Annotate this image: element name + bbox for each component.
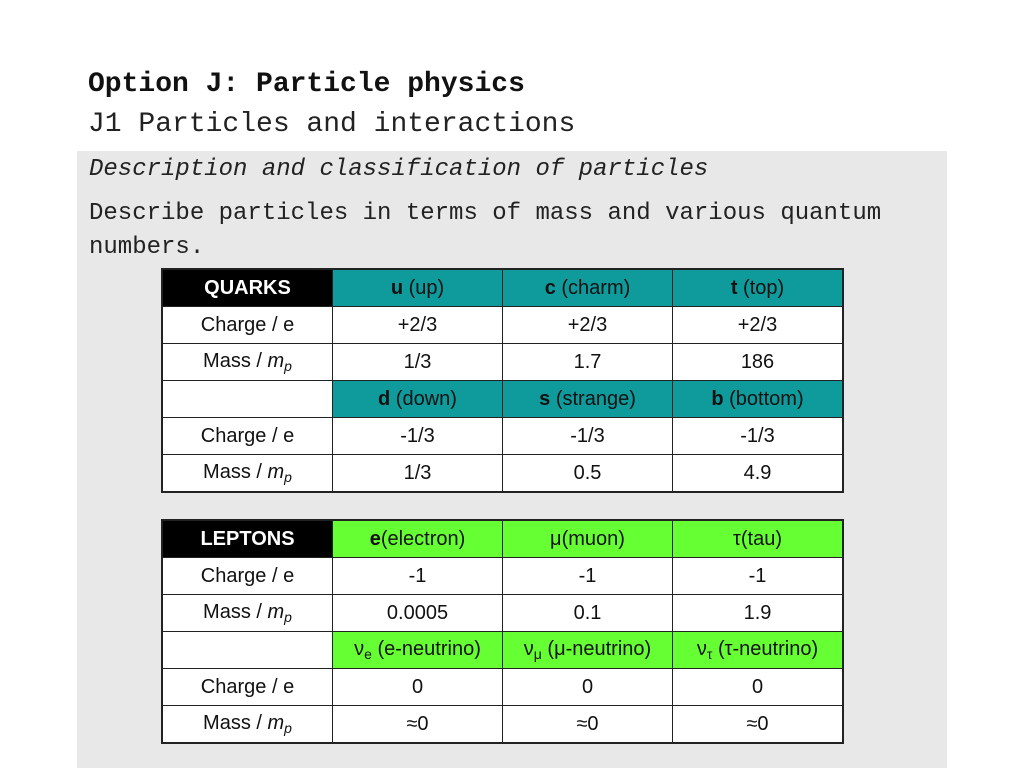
- particle-subscript: e: [364, 646, 372, 662]
- table-row: Charge / e -1/3 -1/3 -1/3: [161, 417, 844, 455]
- section-heading: Description and classification of partic…: [89, 156, 709, 183]
- particle-name: (up): [403, 276, 445, 299]
- particle-name: (tau): [740, 527, 783, 550]
- table-cell: -1: [672, 557, 844, 595]
- table-cell: 1.7: [502, 343, 673, 381]
- particle-name: (down): [390, 387, 457, 410]
- table-cell: ≈0: [332, 705, 503, 744]
- blank-cell: [161, 380, 333, 418]
- particle-symbol: e: [369, 527, 381, 550]
- table-cell: +2/3: [332, 306, 503, 344]
- particle-name: (charm): [555, 276, 631, 299]
- particle-symbol: c: [544, 276, 556, 299]
- row-label-mass: Mass / mp: [161, 343, 333, 381]
- slide-title-block: Option J: Particle physics J1 Particles …: [88, 68, 575, 142]
- particle-symbol: μ: [550, 527, 562, 550]
- particle-symbol: τ: [732, 527, 741, 550]
- table-cell: 0.5: [502, 454, 673, 493]
- table-row: Charge / e 0 0 0: [161, 668, 844, 706]
- particle-name: (μ-neutrino): [541, 638, 652, 660]
- table-row: Mass / mp 1/3 0.5 4.9: [161, 454, 844, 493]
- particle-header-cell: u (up): [332, 268, 503, 307]
- particle-name: (τ-neutrino): [712, 638, 819, 660]
- particle-name: (muon): [561, 527, 625, 550]
- row-label-mass: Mass / mp: [161, 705, 333, 744]
- particle-name: (electron): [380, 527, 466, 550]
- table-cell: 1/3: [332, 454, 503, 493]
- particle-name: (e-neutrino): [371, 638, 481, 660]
- particle-header-cell: c (charm): [502, 268, 673, 307]
- table-row: d (down) s (strange) b (bottom): [161, 380, 844, 418]
- particle-header-cell: b (bottom): [672, 380, 844, 418]
- particle-header-cell: μ(muon): [502, 519, 673, 558]
- particle-header-cell: d (down): [332, 380, 503, 418]
- table-cell: ≈0: [672, 705, 844, 744]
- particle-header-cell: e(electron): [332, 519, 503, 558]
- row-label-charge: Charge / e: [161, 417, 333, 455]
- table-cell: -1/3: [332, 417, 503, 455]
- table-cell: -1/3: [672, 417, 844, 455]
- table-row: Mass / mp 0.0005 0.1 1.9: [161, 594, 844, 632]
- particle-name: (bottom): [723, 387, 804, 410]
- table-cell: -1: [502, 557, 673, 595]
- table-cell: -1/3: [502, 417, 673, 455]
- table-row: LEPTONS e(electron) μ(muon) τ(tau): [161, 519, 844, 558]
- particle-header-cell: νμ (μ-neutrino): [502, 631, 673, 669]
- particle-symbol: d: [378, 387, 391, 410]
- leptons-header-cell: LEPTONS: [161, 519, 333, 558]
- table-cell: +2/3: [502, 306, 673, 344]
- particle-header-cell: νe (e-neutrino): [332, 631, 503, 669]
- blank-cell: [161, 631, 333, 669]
- particle-symbol: s: [539, 387, 551, 410]
- leptons-table: LEPTONS e(electron) μ(muon) τ(tau) Charg…: [161, 519, 844, 744]
- particle-header-cell: s (strange): [502, 380, 673, 418]
- particle-symbol: b: [711, 387, 724, 410]
- particle-header-cell: τ(tau): [672, 519, 844, 558]
- table-row: Mass / mp 1/3 1.7 186: [161, 343, 844, 381]
- table-cell: 0: [332, 668, 503, 706]
- particle-subscript: μ: [533, 646, 542, 662]
- table-cell: 1.9: [672, 594, 844, 632]
- row-label-charge: Charge / e: [161, 668, 333, 706]
- quarks-table: QUARKS u (up) c (charm) t (top) Charge /…: [161, 268, 844, 493]
- particle-name: (top): [737, 276, 785, 299]
- table-row: Charge / e +2/3 +2/3 +2/3: [161, 306, 844, 344]
- table-row: QUARKS u (up) c (charm) t (top): [161, 268, 844, 307]
- slide-subtitle: J1 Particles and interactions: [88, 109, 576, 140]
- table-cell: 0.1: [502, 594, 673, 632]
- table-cell: ≈0: [502, 705, 673, 744]
- particle-header-cell: t (top): [672, 268, 844, 307]
- row-label-charge: Charge / e: [161, 306, 333, 344]
- table-row: νe (e-neutrino) νμ (μ-neutrino) ντ (τ-ne…: [161, 631, 844, 669]
- particle-subscript: τ: [706, 646, 713, 662]
- row-label-mass: Mass / mp: [161, 594, 333, 632]
- table-row: Mass / mp ≈0 ≈0 ≈0: [161, 705, 844, 744]
- content-panel: Description and classification of partic…: [77, 151, 947, 768]
- particle-header-cell: ντ (τ-neutrino): [672, 631, 844, 669]
- particle-symbol: u: [390, 276, 404, 299]
- particle-name: (strange): [550, 387, 636, 410]
- slide-title: Option J: Particle physics: [88, 69, 525, 100]
- table-cell: 0: [672, 668, 844, 706]
- particle-symbol: ν: [523, 638, 534, 660]
- table-cell: 4.9: [672, 454, 844, 493]
- table-cell: +2/3: [672, 306, 844, 344]
- table-cell: 186: [672, 343, 844, 381]
- table-cell: 1/3: [332, 343, 503, 381]
- particle-symbol: ν: [354, 638, 365, 660]
- particle-symbol: t: [730, 276, 738, 299]
- row-label-charge: Charge / e: [161, 557, 333, 595]
- table-cell: 0.0005: [332, 594, 503, 632]
- table-cell: 0: [502, 668, 673, 706]
- row-label-mass: Mass / mp: [161, 454, 333, 493]
- quarks-header-cell: QUARKS: [161, 268, 333, 307]
- particle-symbol: ν: [696, 638, 707, 660]
- table-cell: -1: [332, 557, 503, 595]
- table-row: Charge / e -1 -1 -1: [161, 557, 844, 595]
- objective-text: Describe particles in terms of mass and …: [89, 200, 882, 261]
